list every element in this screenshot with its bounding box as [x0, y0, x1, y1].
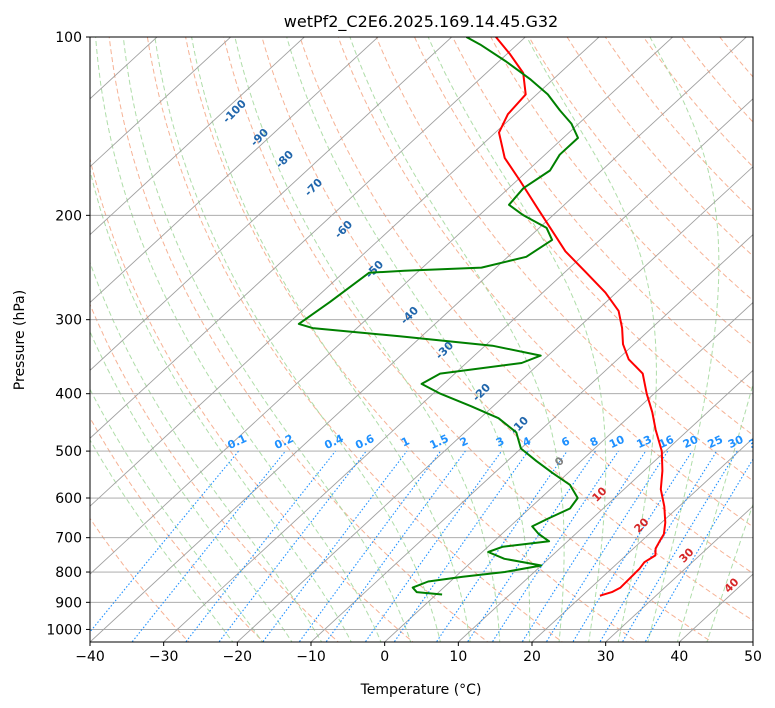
mixing-ratio-line: [218, 450, 367, 642]
isotherm-line: [90, 37, 600, 507]
y-tick-label: 800: [55, 565, 82, 581]
chart-title: wetPf2_C2E6.2025.169.14.45.G32: [284, 12, 558, 32]
moist-adiabat-line: [122, 37, 412, 642]
mixing-ratio-line: [364, 450, 503, 642]
pressure-gridlines: [90, 37, 753, 630]
mixing-ratio-line: [621, 450, 738, 642]
mixing-ratio-label: 30: [726, 433, 746, 451]
x-tick-label: 0: [380, 649, 389, 665]
x-tick-label: 10: [449, 649, 467, 665]
isotherm-line: [90, 37, 306, 236]
mixing-ratio-line: [599, 450, 718, 642]
y-axis: 100 200 300 400 500 600 700 800 900 1000: [46, 30, 90, 638]
mixing-ratio-label: 20: [681, 433, 701, 451]
mixing-ratio-line: [466, 450, 597, 642]
x-tick-label: 50: [744, 649, 762, 665]
y-tick-label: 700: [55, 531, 82, 547]
x-axis: −40 −30 −20 −10 0 10 20 30 40 50: [75, 642, 762, 665]
mixing-ratio-line: [393, 450, 529, 642]
x-tick-label: 40: [670, 649, 688, 665]
mixing-ratio-label: 25: [706, 433, 725, 451]
dry-adiabat-line: [299, 37, 753, 574]
mixing-ratio-label: 36: [747, 433, 767, 451]
isotherm-line: [531, 437, 753, 642]
x-axis-label: Temperature (°C): [360, 682, 482, 698]
isotherm-line: [90, 37, 232, 168]
isotherm-line: [90, 37, 379, 304]
moist-adiabat-line: [95, 37, 382, 642]
mixing-ratio-line: [572, 450, 693, 642]
y-tick-label: 500: [55, 444, 82, 460]
x-tick-label: −10: [296, 649, 326, 665]
y-tick-label: 900: [55, 595, 82, 611]
isotherm-line: [163, 98, 753, 642]
y-tick-label: 1000: [46, 622, 82, 638]
dry-adiabat-line: [261, 37, 753, 622]
plot-area: 0.10.20.40.611.52346810131620253036 -100…: [90, 37, 767, 642]
isotherm-line: [236, 166, 753, 642]
y-tick-label: 300: [55, 313, 82, 329]
moist-adiabat-line: [90, 439, 234, 642]
dry-adiabat-line: [146, 37, 564, 642]
x-tick-label: 30: [597, 649, 615, 665]
mixing-ratio-line: [262, 450, 408, 642]
mixing-ratio-line: [644, 458, 753, 642]
y-tick-label: 600: [55, 491, 82, 507]
x-tick-label: −30: [149, 649, 179, 665]
profile-series: [297, 37, 667, 597]
isotherm-line: [90, 37, 453, 372]
mixing-ratio-line: [185, 450, 336, 642]
mixing-ratio-label: 13: [635, 433, 654, 451]
x-tick-label: −20: [223, 649, 253, 665]
mixing-ratio-line: [521, 450, 647, 642]
y-tick-label: 400: [55, 387, 82, 403]
isotherm-line: [457, 369, 753, 642]
mixing-ratio-line: [90, 450, 240, 633]
y-tick-label: 100: [55, 30, 82, 46]
mixing-ratio-label: 10: [607, 433, 627, 451]
dry-adiabat-line: [452, 37, 753, 391]
x-tick-label: 20: [523, 649, 541, 665]
mixing-ratio-line: [325, 450, 466, 642]
mixing-ratio-label: 16: [657, 433, 677, 451]
y-tick-label: 200: [55, 208, 82, 224]
mixing-ratio-line: [491, 450, 619, 642]
y-axis-label: Pressure (hPa): [12, 290, 28, 390]
isotherm-line: [310, 233, 753, 642]
isotherm-line: [384, 301, 753, 642]
dry-adiabat-line: [375, 37, 753, 482]
isotherm-line: [90, 37, 527, 439]
mixing-ratio-line: [298, 450, 442, 642]
mixing-ratio-lines: [90, 450, 753, 642]
dry-adiabat-line: [490, 37, 753, 346]
temperature-profile-line: [495, 37, 667, 597]
mixing-ratio-line: [435, 450, 568, 642]
x-tick-label: −40: [75, 649, 105, 665]
isotherm-line: [605, 505, 753, 642]
plot-frame: [89, 36, 754, 643]
dewpoint-profile-line: [297, 37, 579, 596]
